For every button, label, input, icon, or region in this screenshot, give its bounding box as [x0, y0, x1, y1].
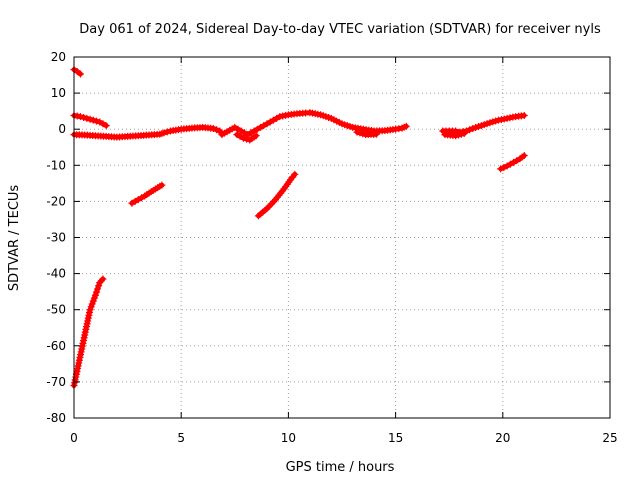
x-tick-label: 0 — [70, 431, 78, 445]
y-tick-label: -10 — [46, 158, 66, 172]
data-point — [76, 113, 84, 121]
data-point — [89, 116, 97, 124]
grid-lines — [74, 57, 610, 418]
chart-title: Day 061 of 2024, Sidereal Day-to-day VTE… — [79, 22, 601, 37]
data-point — [83, 114, 91, 122]
data-series — [70, 66, 528, 390]
data-point — [102, 122, 110, 130]
data-point — [239, 134, 247, 142]
data-point — [163, 128, 171, 136]
data-point — [497, 165, 505, 173]
data-point — [95, 282, 103, 290]
y-tick-label: -30 — [46, 231, 66, 245]
y-tick-label: -50 — [46, 303, 66, 317]
x-tick-label: 15 — [388, 431, 403, 445]
series-steep-rise — [70, 275, 107, 390]
y-tick-label: 20 — [51, 50, 66, 64]
y-tick-label: -70 — [46, 375, 66, 389]
x-tick-label: 25 — [602, 431, 617, 445]
x-tick-label: 20 — [495, 431, 510, 445]
data-point — [86, 115, 94, 123]
series-upper-band-start — [70, 111, 110, 130]
data-point — [520, 111, 528, 119]
y-axis-label: SDTVAR / TECUs — [7, 185, 22, 292]
data-point — [76, 70, 84, 78]
series-slope-2 — [254, 170, 299, 220]
y-tick-label: -40 — [46, 267, 66, 281]
data-point — [209, 124, 217, 132]
y-tick-label: 0 — [58, 122, 66, 136]
y-tick-label: 10 — [51, 86, 66, 100]
data-point — [500, 163, 508, 171]
data-point — [291, 170, 299, 178]
x-tick-label: 5 — [177, 431, 185, 445]
data-point — [91, 291, 99, 299]
data-point — [93, 117, 101, 125]
data-point — [372, 130, 380, 138]
data-point — [520, 152, 528, 160]
data-point — [93, 288, 101, 296]
y-tick-label: -20 — [46, 194, 66, 208]
y-tick-label: -60 — [46, 339, 66, 353]
series-early-top — [70, 66, 84, 78]
data-point — [216, 127, 224, 135]
series-slope-1 — [128, 181, 166, 207]
x-tick-label: 10 — [281, 431, 296, 445]
series-band — [234, 129, 467, 143]
data-point — [252, 132, 260, 140]
data-point — [466, 126, 474, 134]
data-point — [158, 181, 166, 189]
data-point — [213, 126, 221, 134]
series-main-band-lower — [233, 128, 468, 144]
data-point — [402, 122, 410, 130]
series-slope-3 — [497, 152, 528, 173]
data-point — [160, 129, 168, 137]
y-tick-label: -80 — [46, 411, 66, 425]
data-point — [99, 275, 107, 283]
data-point — [460, 130, 468, 138]
x-axis-label: GPS time / hours — [286, 460, 395, 475]
axis-ticks: -80 -70 -60 -50 -40 -30 -20 -10 0 10 20 0 5 10 15 20 25 — [46, 50, 617, 445]
data-point — [94, 285, 102, 293]
series-band — [255, 171, 298, 219]
data-point — [80, 113, 88, 121]
